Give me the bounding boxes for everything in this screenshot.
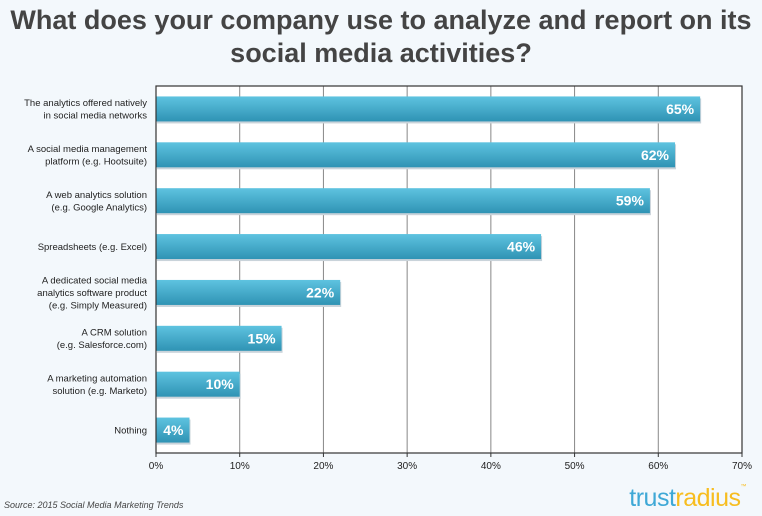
- bar: [156, 279, 341, 305]
- data-label: 4%: [163, 422, 184, 438]
- category-label: solution (e.g. Marketo): [52, 386, 147, 397]
- data-label: 46%: [507, 239, 536, 255]
- logo-part2: radius: [675, 484, 741, 512]
- x-tick-label: 50%: [565, 461, 585, 472]
- chart-title-text: What does your company use to analyze an…: [10, 5, 752, 68]
- bar: [156, 417, 190, 443]
- category-label: platform (e.g. Hootsuite): [45, 157, 147, 168]
- category-label: analytics software product: [37, 288, 147, 299]
- category-label: Spreadsheets (e.g. Excel): [38, 242, 147, 253]
- data-label: 62%: [641, 147, 670, 163]
- plot-border: [155, 85, 743, 454]
- data-label: 15%: [248, 330, 277, 346]
- category-label: The analytics offered natively: [24, 98, 147, 109]
- chart-title: What does your company use to analyze an…: [0, 4, 762, 70]
- trustradius-logo: trustradius™: [629, 484, 746, 513]
- source-note: Source: 2015 Social Media Marketing Tren…: [4, 500, 184, 510]
- x-tick-label: 60%: [648, 461, 668, 472]
- x-tick-label: 30%: [397, 461, 417, 472]
- data-label: 22%: [306, 284, 335, 300]
- bar: [156, 96, 701, 122]
- logo-tm: ™: [740, 484, 747, 490]
- x-tick-label: 40%: [481, 461, 501, 472]
- category-label: A dedicated social media: [42, 275, 148, 286]
- bar: [156, 234, 542, 260]
- category-label: in social media networks: [44, 111, 148, 122]
- category-label: A social media management: [28, 144, 148, 155]
- x-tick-label: 20%: [313, 461, 333, 472]
- data-label: 10%: [206, 376, 235, 392]
- bar: [156, 142, 676, 168]
- category-label: (e.g. Google Analytics): [51, 202, 147, 213]
- bar: [156, 325, 282, 351]
- category-label: A CRM solution: [82, 328, 147, 339]
- category-label: (e.g. Salesforce.com): [57, 340, 147, 351]
- bar: [156, 188, 650, 214]
- data-label: 59%: [616, 193, 645, 209]
- category-label: A marketing automation: [47, 373, 147, 384]
- plot-area: [156, 86, 742, 453]
- x-tick-label: 0%: [149, 461, 164, 472]
- data-label: 65%: [666, 101, 695, 117]
- x-tick-label: 70%: [732, 461, 752, 472]
- bar: [156, 371, 240, 397]
- x-tick-label: 10%: [230, 461, 250, 472]
- category-label: Nothing: [114, 426, 147, 437]
- logo-part1: trust: [629, 484, 676, 512]
- category-label: (e.g. Simply Measured): [49, 300, 147, 311]
- category-label: A web analytics solution: [46, 190, 147, 201]
